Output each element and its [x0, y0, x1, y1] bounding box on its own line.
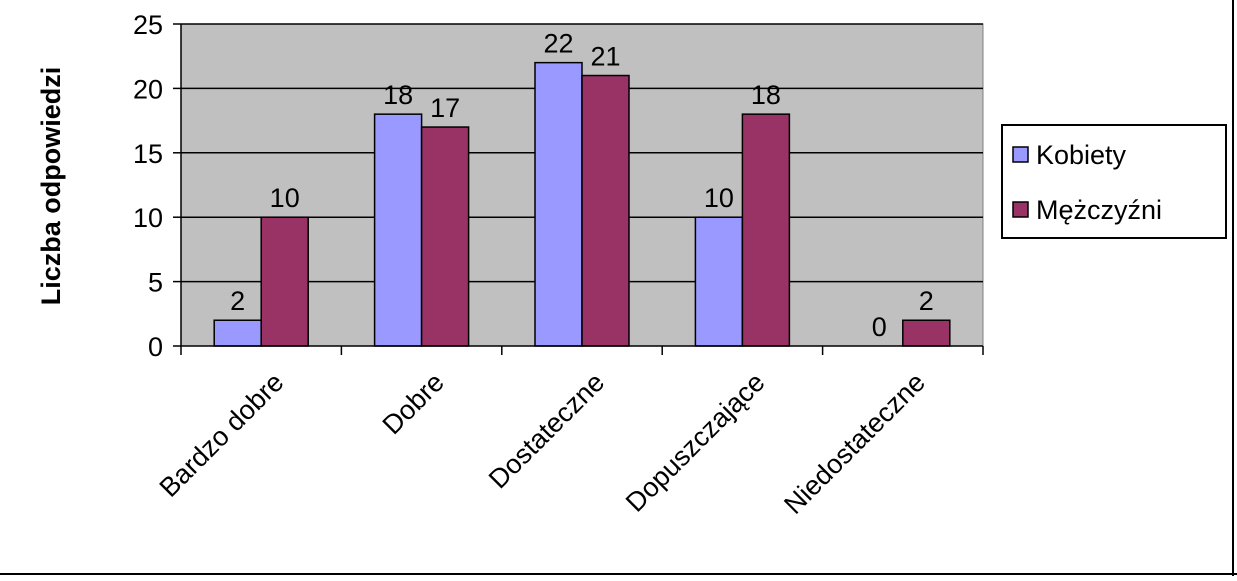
y-tick-label: 0	[148, 332, 163, 362]
data-labels: 2 10 18 17 22 21 10 18 0 2	[230, 29, 934, 342]
y-tick-label: 20	[133, 74, 163, 104]
data-label: 2	[919, 286, 934, 316]
bars	[213, 61, 951, 347]
data-label: 10	[704, 183, 734, 213]
y-tick-label: 5	[148, 268, 163, 298]
bar-mezczyzni	[260, 216, 309, 347]
data-label: 21	[590, 42, 620, 72]
legend: Kobiety Mężczyźni	[1001, 124, 1227, 239]
data-label: 17	[430, 93, 460, 123]
y-tick-label: 15	[133, 139, 163, 169]
data-label: 0	[872, 312, 887, 342]
legend-label-mezczyzni: Mężczyźni	[1036, 195, 1162, 225]
legend-swatch-mezczyzni	[1012, 201, 1029, 218]
bar-kobiety	[534, 61, 583, 347]
x-tick-label: Niedostateczne	[778, 367, 931, 520]
data-label: 10	[270, 183, 300, 213]
y-tick-labels: 0 5 10 15 20 25	[133, 10, 163, 362]
data-label: 18	[751, 80, 781, 110]
bar-kobiety	[694, 216, 744, 347]
x-tick-label: Dopuszczające	[620, 367, 771, 518]
data-label: 22	[543, 29, 573, 59]
y-tick-label: 10	[133, 203, 163, 233]
legend-box	[1001, 124, 1227, 239]
data-label: 2	[230, 286, 245, 316]
x-tick-labels: Bardzo dobre Dobre Dostateczne Dopuszczając…	[154, 367, 931, 520]
bar-mezczyzni	[581, 74, 630, 347]
bar-kobiety	[373, 113, 423, 347]
x-tick-label: Dobre	[377, 367, 450, 440]
axes	[173, 23, 984, 355]
legend-label-kobiety: Kobiety	[1036, 140, 1127, 170]
y-axis-label: Liczba odpowiedzi	[36, 67, 66, 306]
y-tick-label: 25	[133, 10, 163, 40]
data-label: 18	[383, 80, 413, 110]
bar-mezczyzni	[420, 126, 470, 347]
x-tick-label: Dostateczne	[483, 367, 610, 494]
bar-kobiety	[213, 319, 262, 347]
bar-mezczyzni	[902, 319, 951, 347]
bar-mezczyzni	[741, 113, 791, 347]
x-tick-label: Bardzo dobre	[154, 367, 290, 503]
legend-swatch-kobiety	[1012, 146, 1029, 163]
